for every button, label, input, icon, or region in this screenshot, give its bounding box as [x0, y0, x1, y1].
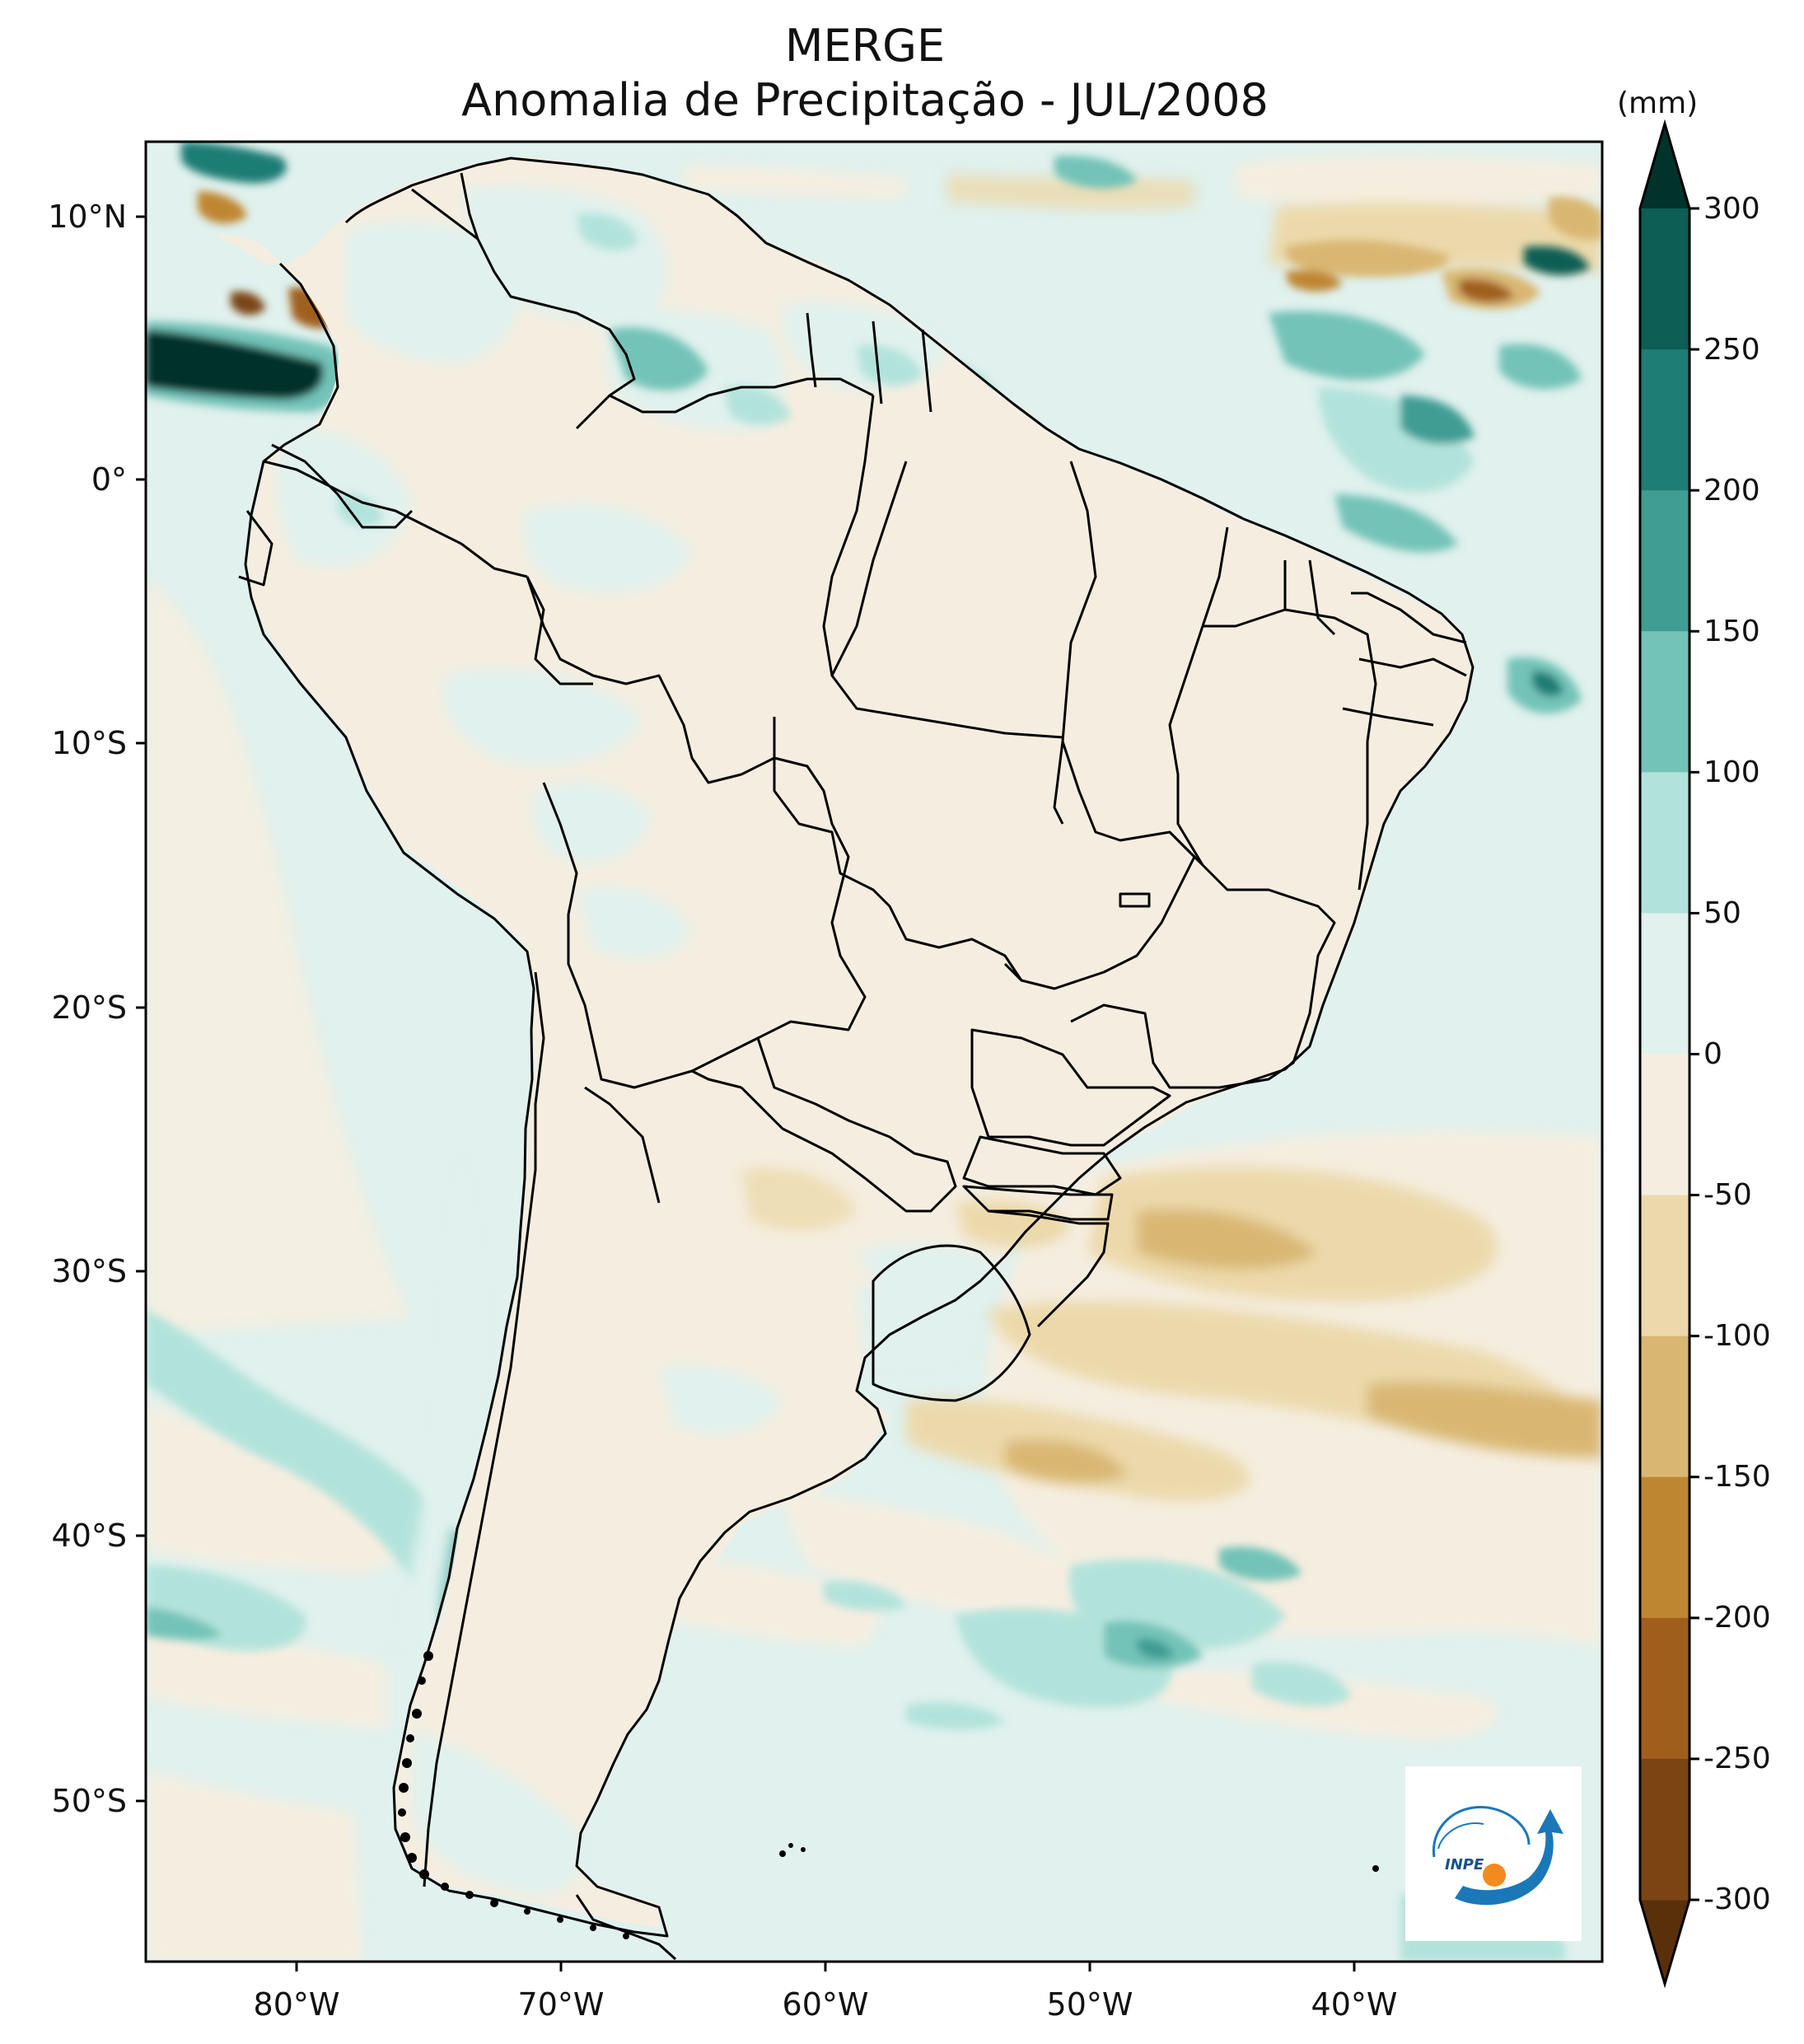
precipitation-field — [146, 142, 1602, 1962]
border-venezuela-north — [411, 188, 479, 241]
colorbar-tick-label: -300 — [1704, 1883, 1771, 1916]
colorbar-segment — [1640, 1335, 1689, 1478]
border-mato-grosso — [773, 717, 1023, 981]
colorbar-segment — [1640, 772, 1689, 914]
colorbar-segment — [1640, 1195, 1689, 1337]
border-uruguay — [872, 1244, 1031, 1402]
axis-ticks — [136, 215, 1356, 1972]
border-minas — [1070, 830, 1336, 1089]
lon-label-60w: 60°W — [782, 1986, 869, 2023]
border-bolivia-east — [741, 756, 867, 1048]
lat-label-10s: 10°S — [51, 725, 127, 761]
colorbar-segment — [1640, 1758, 1689, 1901]
border-north-arg — [691, 1069, 742, 1089]
border-goias — [1003, 741, 1196, 990]
border-para-mato — [1053, 461, 1097, 825]
border-argentina-east — [584, 1086, 661, 1204]
colorbar-tick-label: 0 — [1704, 1037, 1722, 1071]
colorbar-segment — [1640, 1617, 1689, 1760]
border-df — [1119, 892, 1151, 908]
colorbar-tick-label: -200 — [1704, 1601, 1771, 1635]
border-colombia-peru-ecuador — [263, 460, 528, 578]
lat-label-10n: 10°N — [48, 199, 127, 235]
land-mask — [214, 157, 1475, 1928]
colorbar-tick-label: -50 — [1704, 1178, 1752, 1212]
inpe-logo-graphic: INPE — [1432, 1805, 1563, 1906]
border-guyanas — [806, 312, 932, 413]
colorbar-segment — [1640, 1476, 1689, 1619]
colorbar-tick-label: 100 — [1704, 755, 1760, 789]
colorbar-segment — [1640, 349, 1689, 491]
border-peru-brazil — [526, 576, 742, 784]
lon-label-50w: 50°W — [1046, 1986, 1133, 2023]
colorbar-tick-label: 250 — [1704, 333, 1760, 367]
border-bahia — [1168, 608, 1377, 891]
lon-label-70w: 70°W — [517, 1986, 605, 2023]
border-bolivia — [542, 782, 742, 1089]
lat-label-50s: 50°S — [51, 1783, 127, 1819]
colorbar-tick-label: 50 — [1704, 896, 1741, 930]
border-northeast — [1201, 526, 1467, 727]
colorbar-extend-top — [1640, 124, 1689, 208]
border-santa-catarina — [962, 1185, 1114, 1221]
colorbar-tick-label: 300 — [1704, 192, 1760, 226]
lon-label-40w: 40°W — [1311, 1986, 1398, 2023]
colorbar-tick-label: -100 — [1704, 1319, 1771, 1353]
colorbar-units: (mm) — [1617, 87, 1699, 120]
border-amazonas-para — [830, 461, 908, 676]
colorbar-segment — [1640, 1054, 1689, 1196]
colorbar-segment — [1640, 631, 1689, 773]
map-title: MERGE — [784, 20, 946, 72]
colorbar-segment — [1640, 208, 1689, 350]
fjords-coast — [398, 1651, 1379, 1939]
border-sao-paulo — [970, 1028, 1171, 1147]
colorbar-extend-bottom — [1640, 1900, 1689, 1984]
border-colombia-brazil — [526, 576, 593, 685]
border-argentina-chile — [423, 971, 545, 1887]
colorbar — [1638, 119, 1699, 1989]
map-frame — [144, 140, 1604, 1963]
colorbar-tick-label: 200 — [1704, 474, 1760, 507]
lat-label-40s: 40°S — [51, 1518, 127, 1554]
lat-label-0: 0° — [91, 461, 127, 498]
coastline — [244, 157, 1475, 1938]
border-ecuador — [238, 443, 414, 587]
colorbar-segment — [1640, 913, 1689, 1055]
lat-label-30s: 30°S — [51, 1253, 127, 1289]
border-paraguay — [740, 1037, 957, 1213]
colorbar-tick-label: -150 — [1704, 1460, 1771, 1494]
border-rio-grande-sul — [988, 1209, 1110, 1328]
map-subtitle: Anomalia de Precipitação - JUL/2008 — [461, 74, 1269, 126]
lat-label-20s: 20°S — [51, 989, 127, 1026]
colorbar-segment — [1640, 490, 1689, 632]
colorbar-tick-label: 150 — [1704, 615, 1760, 648]
colorbar-tick-label: -250 — [1704, 1742, 1771, 1775]
inpe-logo: INPE — [1405, 1766, 1582, 1941]
political-borders — [238, 157, 1475, 1961]
tierra-del-fuego — [575, 1894, 677, 1961]
lon-label-80w: 80°W — [253, 1986, 340, 2023]
logo-text: INPE — [1445, 1856, 1484, 1873]
border-venezuela-brazil — [609, 377, 874, 414]
